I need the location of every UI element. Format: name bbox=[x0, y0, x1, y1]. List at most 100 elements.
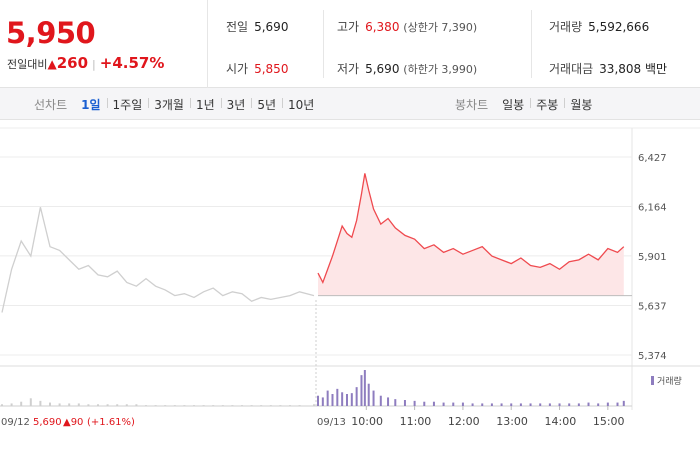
volume-bar bbox=[331, 394, 334, 406]
volume-bar bbox=[39, 400, 42, 406]
x-tick-label: 12:00 bbox=[448, 415, 480, 428]
tab-3-years[interactable]: 3년 bbox=[220, 96, 252, 113]
volume-bar bbox=[490, 403, 493, 406]
change-percent: +4.57% bbox=[99, 54, 165, 72]
volume-bar bbox=[298, 405, 301, 406]
volume-bar bbox=[289, 405, 291, 406]
volume-bar bbox=[423, 401, 426, 406]
volume-bar bbox=[510, 403, 513, 406]
volume-bar bbox=[58, 403, 61, 406]
volume-value: 5,592,666 bbox=[588, 20, 650, 34]
volume-bar bbox=[10, 403, 13, 406]
tab-monthly[interactable]: 월봉 bbox=[564, 96, 598, 113]
today-area-fill bbox=[318, 173, 624, 296]
y-tick-label: 6,427 bbox=[638, 153, 667, 164]
tab-daily[interactable]: 일봉 bbox=[502, 97, 525, 112]
volume-bar bbox=[403, 400, 406, 406]
volume-bar bbox=[173, 405, 176, 406]
volume-bar bbox=[183, 405, 186, 406]
volume-bar bbox=[77, 403, 80, 406]
volume-bar bbox=[336, 388, 339, 406]
volume-bar bbox=[87, 404, 90, 406]
volume-bar bbox=[321, 397, 324, 406]
volume-bar bbox=[231, 405, 234, 406]
upper-limit-note: (상한가 7,390) bbox=[403, 21, 478, 34]
low-label: 저가 bbox=[337, 62, 360, 76]
volume-bar bbox=[193, 405, 195, 406]
volume-bar bbox=[606, 402, 609, 406]
volume-bar bbox=[548, 403, 551, 406]
quote-grid: 전일 5,690 시가 5,850 고가 6,380 (상한가 7,390) 저가 5,… bbox=[208, 0, 700, 88]
intraday-price-chart[interactable]: 6,427 6,164 5,901 5,637 5,374 09/12 5,690 ▲90 (+… bbox=[0, 120, 700, 450]
x-tick-label: 14:00 bbox=[545, 415, 577, 428]
tab-5-years[interactable]: 5년 bbox=[251, 96, 282, 113]
volume-legend-label: 거래량 bbox=[657, 377, 682, 387]
change-label: 전일대비 bbox=[7, 58, 48, 71]
prev-close: 전일 5,690 bbox=[226, 18, 288, 35]
volume-bar bbox=[29, 398, 32, 406]
trade-value-label: 거래대금 bbox=[549, 62, 594, 76]
volume-bar bbox=[577, 403, 580, 406]
open-label: 시가 bbox=[226, 62, 249, 76]
open-value: 5,850 bbox=[254, 62, 289, 76]
volume-bar bbox=[106, 404, 109, 406]
x-tick-label: 15:00 bbox=[593, 415, 625, 428]
y-tick-label: 6,164 bbox=[638, 202, 667, 213]
open-price: 시가 5,850 bbox=[226, 60, 288, 77]
volume-bar bbox=[597, 403, 600, 406]
divider bbox=[323, 10, 324, 78]
volume-bar bbox=[68, 403, 71, 406]
volume-bar bbox=[350, 393, 353, 406]
volume-legend-swatch bbox=[651, 376, 654, 385]
tab-1-week[interactable]: 1주일 bbox=[106, 96, 149, 113]
current-price: 5,950 bbox=[6, 16, 96, 50]
volume-bar bbox=[20, 401, 23, 406]
volume-bar bbox=[558, 403, 561, 406]
volume-bar bbox=[341, 392, 344, 406]
volume-bar bbox=[587, 402, 590, 406]
divider bbox=[531, 10, 532, 78]
volume-bar bbox=[500, 403, 503, 406]
volume-bar bbox=[135, 404, 138, 406]
y-tick-label: 5,901 bbox=[638, 252, 667, 263]
lower-limit-note: (하한가 3,990) bbox=[403, 63, 478, 76]
line-chart-tabs: 선차트 1일 1주일 3개월 1년 3년 5년 10년 bbox=[34, 88, 320, 120]
y-tick-label: 5,637 bbox=[638, 302, 667, 313]
volume-bar bbox=[212, 405, 215, 406]
volume-bar bbox=[269, 405, 272, 406]
prev-close-label: 5,690 bbox=[33, 417, 62, 428]
tab-1-year[interactable]: 1년 bbox=[189, 96, 221, 113]
high-value: 6,380 bbox=[365, 20, 400, 34]
tab-1-day[interactable]: 1일 bbox=[81, 97, 101, 112]
prev-date-label: 09/12 bbox=[1, 417, 30, 428]
tab-3-months[interactable]: 3개월 bbox=[148, 96, 190, 113]
change-amount: 260 bbox=[56, 54, 89, 72]
volume-bar bbox=[221, 405, 224, 406]
volume-bar bbox=[154, 405, 157, 406]
tab-weekly[interactable]: 주봉 bbox=[530, 96, 564, 113]
volume-bar bbox=[260, 405, 263, 406]
volume-bar bbox=[202, 405, 205, 406]
volume-bar bbox=[413, 400, 416, 406]
volume-bar bbox=[372, 390, 375, 406]
volume-bar bbox=[367, 383, 370, 406]
x-tick-label: 10:00 bbox=[351, 415, 383, 428]
today-price-line bbox=[317, 173, 625, 285]
candle-chart-tabs: 봉차트 일봉 주봉 월봉 bbox=[455, 88, 598, 120]
volume-bar bbox=[250, 405, 253, 406]
trade-value-info: 거래대금 33,808 백만 bbox=[549, 60, 667, 77]
volume-bar bbox=[326, 390, 329, 406]
chart-tab-bar: 선차트 1일 1주일 3개월 1년 3년 5년 10년 봉차트 일봉 주봉 월봉 bbox=[0, 88, 700, 120]
volume-bar bbox=[539, 403, 542, 406]
tab-10-years[interactable]: 10년 bbox=[282, 96, 320, 113]
volume-bar bbox=[49, 402, 51, 406]
volume-bar bbox=[97, 404, 99, 406]
low-price: 저가 5,690 (하한가 3,990) bbox=[337, 60, 477, 77]
divider: | bbox=[92, 58, 96, 71]
volume-bar bbox=[241, 405, 243, 406]
volume-bar bbox=[432, 401, 435, 406]
volume-label: 거래량 bbox=[549, 20, 583, 34]
volume-bar bbox=[519, 403, 522, 406]
low-value: 5,690 bbox=[365, 62, 400, 76]
volume-bar bbox=[125, 404, 128, 406]
